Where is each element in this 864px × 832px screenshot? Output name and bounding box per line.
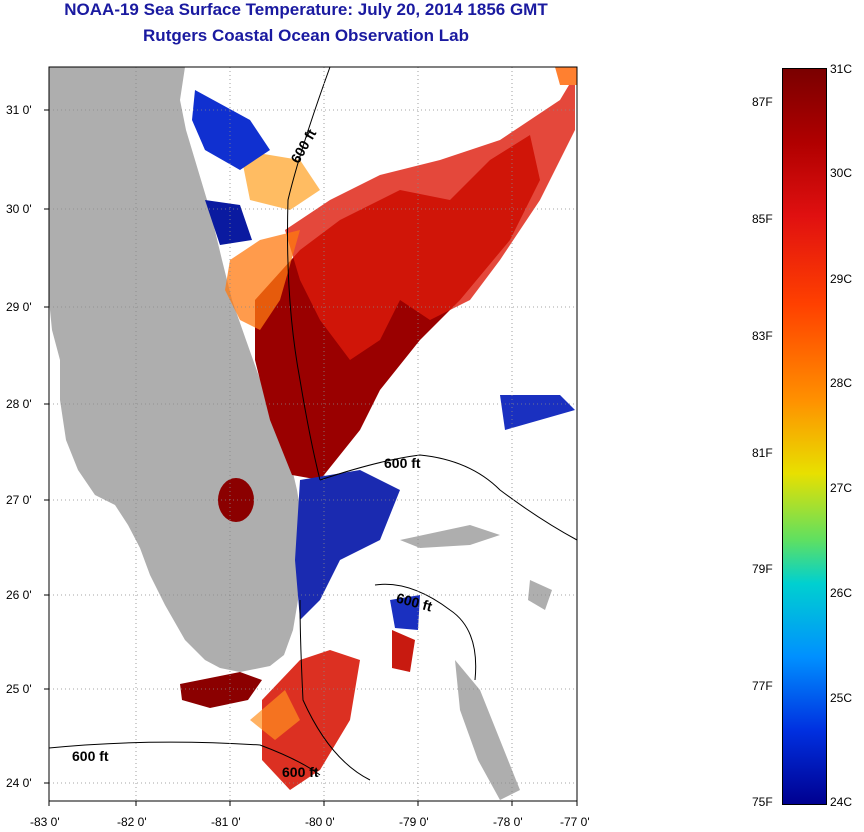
bahamas-land bbox=[400, 525, 500, 548]
temperature-colorbar bbox=[782, 68, 827, 805]
lon-tick-label: -82 0' bbox=[117, 815, 147, 829]
lat-tick-label: 24 0' bbox=[6, 776, 32, 790]
isobath-gulf bbox=[49, 741, 321, 776]
isobath-label: 600 ft bbox=[72, 748, 109, 764]
bahamas-land-2 bbox=[455, 660, 520, 800]
isobath-mid bbox=[319, 454, 577, 541]
colorbar-fahrenheit-label: 85F bbox=[752, 212, 773, 226]
colorbar-fahrenheit-label: 87F bbox=[752, 95, 773, 109]
lat-tick-label: 29 0' bbox=[6, 300, 32, 314]
colorbar-celsius-label: 25C bbox=[830, 691, 853, 705]
colorbar-fahrenheit-label: 77F bbox=[752, 679, 773, 693]
isobath-label: 600 ft bbox=[384, 455, 421, 471]
sst-red-patch bbox=[392, 630, 415, 672]
colorbar-celsius-label: 31C bbox=[830, 62, 853, 76]
colorbar-fahrenheit-label: 81F bbox=[752, 446, 773, 460]
isobath-north bbox=[287, 67, 331, 481]
bahamas-land-3 bbox=[528, 580, 552, 610]
sst-orange-ne bbox=[555, 67, 577, 85]
lake-okeechobee bbox=[218, 478, 254, 522]
lat-tick-label: 27 0' bbox=[6, 493, 32, 507]
colorbar-fahrenheit-label: 75F bbox=[752, 795, 773, 809]
sst-orange-north bbox=[240, 150, 320, 210]
sst-blue-patch bbox=[390, 595, 420, 630]
colorbar-fahrenheit-label: 83F bbox=[752, 329, 773, 343]
sst-blue-north bbox=[192, 90, 270, 170]
isobath-label: 600 ft bbox=[282, 764, 319, 780]
isobath-bahama bbox=[374, 583, 477, 681]
sst-red-south bbox=[262, 650, 360, 790]
florida-bay bbox=[180, 672, 262, 708]
lat-tick-label: 28 0' bbox=[6, 397, 32, 411]
lon-tick-label: -79 0' bbox=[399, 815, 429, 829]
lon-tick-label: -83 0' bbox=[30, 815, 60, 829]
colorbar-fahrenheit-label: 79F bbox=[752, 562, 773, 576]
lat-tick-label: 31 0' bbox=[6, 103, 32, 117]
sst-blue-east bbox=[500, 395, 575, 430]
sst-orange-edge bbox=[225, 230, 300, 330]
map-subtitle: Rutgers Coastal Ocean Observation Lab bbox=[143, 26, 469, 45]
colorbar-celsius-label: 26C bbox=[830, 586, 853, 600]
colorbar-celsius-label: 27C bbox=[830, 481, 853, 495]
lon-tick-label: -81 0' bbox=[211, 815, 241, 829]
lat-tick-label: 26 0' bbox=[6, 588, 32, 602]
colorbar-celsius-label: 30C bbox=[830, 166, 853, 180]
lon-tick-label: -78 0' bbox=[493, 815, 523, 829]
lat-tick-label: 25 0' bbox=[6, 682, 32, 696]
sst-red-band bbox=[285, 75, 575, 360]
isobath-south bbox=[299, 599, 371, 781]
lat-tick-label: 30 0' bbox=[6, 202, 32, 216]
colorbar-celsius-label: 29C bbox=[830, 272, 853, 286]
lon-tick-label: -80 0' bbox=[305, 815, 335, 829]
lon-tick-label: -77 0' bbox=[560, 815, 590, 829]
colorbar-celsius-label: 28C bbox=[830, 376, 853, 390]
colorbar-celsius-label: 24C bbox=[830, 795, 853, 809]
sst-blue-straits bbox=[295, 470, 400, 620]
map-title: NOAA-19 Sea Surface Temperature: July 20… bbox=[64, 0, 548, 19]
sst-orange-south bbox=[250, 690, 300, 740]
sst-blue-west bbox=[205, 200, 252, 245]
